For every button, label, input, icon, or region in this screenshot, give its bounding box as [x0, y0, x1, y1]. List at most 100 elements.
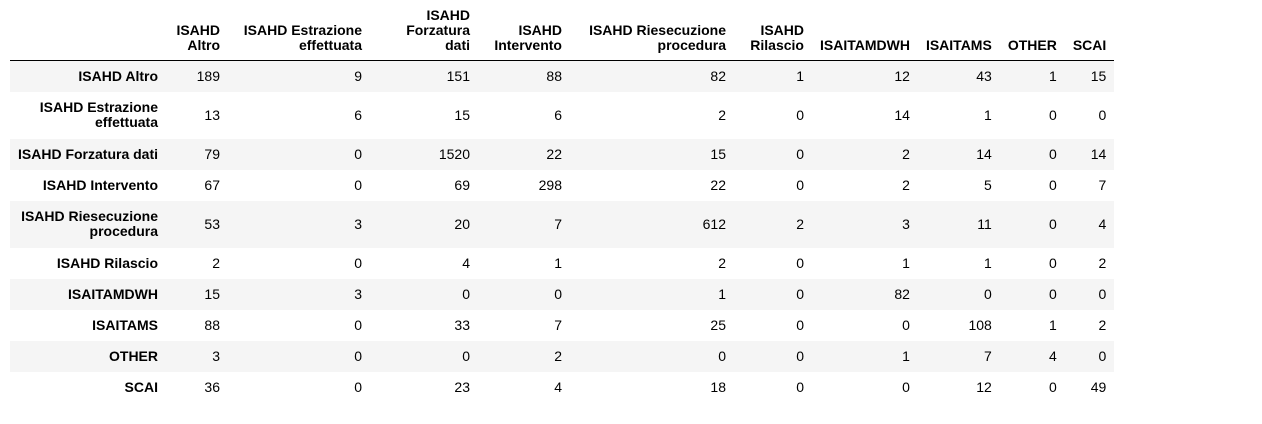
- table-cell: 1: [1049, 67, 1057, 84]
- column-header-line: ISAHD Riesecuzione: [589, 22, 726, 38]
- table-cell: 82: [894, 285, 910, 302]
- table-cell: 0: [1049, 254, 1057, 271]
- table-cell: 53: [204, 215, 220, 232]
- row-label-line: ISAHD Altro: [78, 67, 158, 84]
- table-cell: 7: [554, 316, 562, 333]
- header-row: ISAHD Altro ISAHD Estrazione effettuata ISAH…: [10, 8, 1115, 61]
- table-cell: 12: [894, 67, 910, 84]
- table-cell: 2: [212, 254, 220, 271]
- table-cell: 0: [1049, 145, 1057, 162]
- row-label: ISAHD Riesecuzione procedura: [10, 201, 166, 248]
- table-cell: 612: [702, 215, 726, 232]
- row-label: ISAITAMDWH: [10, 279, 166, 310]
- row-label-line: effettuata: [94, 114, 158, 130]
- column-header-line: Altro: [187, 37, 220, 53]
- table-cell: 0: [354, 347, 362, 364]
- row-label: ISAHD Intervento: [10, 170, 166, 201]
- table-cell: 6: [554, 106, 562, 123]
- column-header-line: procedura: [657, 37, 726, 53]
- column-header-line: ISAHD: [176, 22, 220, 38]
- table-cell: 0: [1098, 106, 1107, 123]
- table-cell: 0: [1049, 106, 1057, 123]
- table-cell: 0: [984, 285, 992, 302]
- table-cell: 0: [796, 347, 804, 364]
- table-row: ISAHD Altro 189 9 151 88 82 1 12 43 1 15: [10, 60, 1115, 92]
- table-cell: 79: [204, 145, 220, 162]
- column-header: ISAHD Forzatura dati: [370, 8, 478, 61]
- table-cell: 7: [1098, 176, 1107, 193]
- row-label: SCAI: [10, 372, 166, 403]
- table-cell: 0: [354, 378, 362, 395]
- table-cell: 67: [204, 176, 220, 193]
- table-cell: 20: [454, 215, 470, 232]
- table-cell: 1: [902, 347, 910, 364]
- table-cell: 0: [796, 285, 804, 302]
- table-cell: 22: [710, 176, 726, 193]
- table-cell: 4: [554, 378, 562, 395]
- table-cell: 2: [796, 215, 804, 232]
- row-label-line: ISAITAMS: [92, 316, 158, 333]
- table-cell: 88: [204, 316, 220, 333]
- table-cell: 14: [894, 106, 910, 123]
- table-cell: 3: [212, 347, 220, 364]
- table-cell: 0: [902, 316, 910, 333]
- table-cell: 1: [796, 67, 804, 84]
- table-cell: 25: [710, 316, 726, 333]
- table-cell: 33: [454, 316, 470, 333]
- column-header: ISAHD Intervento: [478, 8, 570, 61]
- table-cell: 0: [1049, 215, 1057, 232]
- table-cell: 1: [984, 106, 992, 123]
- column-header-line: Intervento: [494, 37, 562, 53]
- column-header: ISAHD Rilascio: [734, 8, 812, 61]
- table-cell: 14: [1090, 145, 1107, 162]
- table-cell: 36: [204, 378, 220, 395]
- table-row: ISAHD Intervento 67 0 69 298 22 0 2 5 0 7: [10, 169, 1115, 201]
- table-cell: 82: [710, 67, 726, 84]
- row-label-line: ISAHD Intervento: [42, 176, 158, 193]
- table-cell: 11: [977, 215, 992, 232]
- table-cell: 7: [554, 215, 562, 232]
- table-cell: 15: [454, 106, 470, 123]
- table-cell: 4: [1049, 347, 1057, 364]
- column-header-line: Forzatura dati: [406, 22, 470, 53]
- table-cell: 88: [546, 67, 562, 84]
- row-label: ISAHD Rilascio: [10, 248, 166, 279]
- row-label-line: ISAITAMDWH: [68, 285, 158, 302]
- table-cell: 0: [796, 145, 804, 162]
- table-header: ISAHD Altro ISAHD Estrazione effettuata ISAH…: [10, 8, 1115, 61]
- table-cell: 12: [976, 378, 992, 395]
- row-label: ISAHD Altro: [10, 61, 166, 92]
- column-header: ISAHD Altro: [166, 8, 228, 61]
- table-cell: 2: [554, 347, 562, 364]
- table-row: OTHER 3 0 0 2 0 0 1 7 4 0: [10, 340, 1115, 372]
- table-cell: 15: [204, 285, 220, 302]
- table-row: ISAHD Estrazione effettuata 13 6 15 6 2 0 14 1 0 0: [10, 91, 1115, 139]
- table-cell: 0: [718, 347, 726, 364]
- column-header-line: ISAHD Estrazione: [243, 22, 362, 38]
- column-header: OTHER: [1000, 8, 1065, 61]
- table-cell: 0: [1098, 285, 1107, 302]
- table-cell: 108: [968, 316, 992, 333]
- table-cell: 0: [1049, 378, 1057, 395]
- table-cell: 13: [204, 106, 220, 123]
- table-cell: 3: [902, 215, 910, 232]
- table-body: ISAHD Altro 189 9 151 88 82 1 12 43 1 15 ISAHD Estr…: [10, 60, 1115, 403]
- table-cell: 151: [446, 67, 470, 84]
- table-cell: 298: [538, 176, 562, 193]
- table-cell: 0: [462, 347, 470, 364]
- table-row: ISAITAMS 88 0 33 7 25 0 0 108 1 2: [10, 309, 1115, 341]
- table-cell: 3: [354, 285, 362, 302]
- table-cell: 0: [462, 285, 470, 302]
- table-cell: 3: [354, 215, 362, 232]
- column-header: SCAI: [1065, 8, 1114, 61]
- table-cell: 0: [796, 316, 804, 333]
- row-label-line: ISAHD Riesecuzione: [21, 208, 158, 224]
- table-cell: 15: [1090, 67, 1107, 84]
- table-cell: 4: [1098, 215, 1107, 232]
- table-cell: 2: [902, 176, 910, 193]
- table-cell: 9: [354, 67, 362, 84]
- column-header-line: ISAITAMS: [925, 37, 992, 53]
- dataframe-container: ISAHD Altro ISAHD Estrazione effettuata ISAH…: [10, 8, 1115, 403]
- table-cell: 2: [718, 106, 726, 123]
- table-cell: 0: [354, 176, 362, 193]
